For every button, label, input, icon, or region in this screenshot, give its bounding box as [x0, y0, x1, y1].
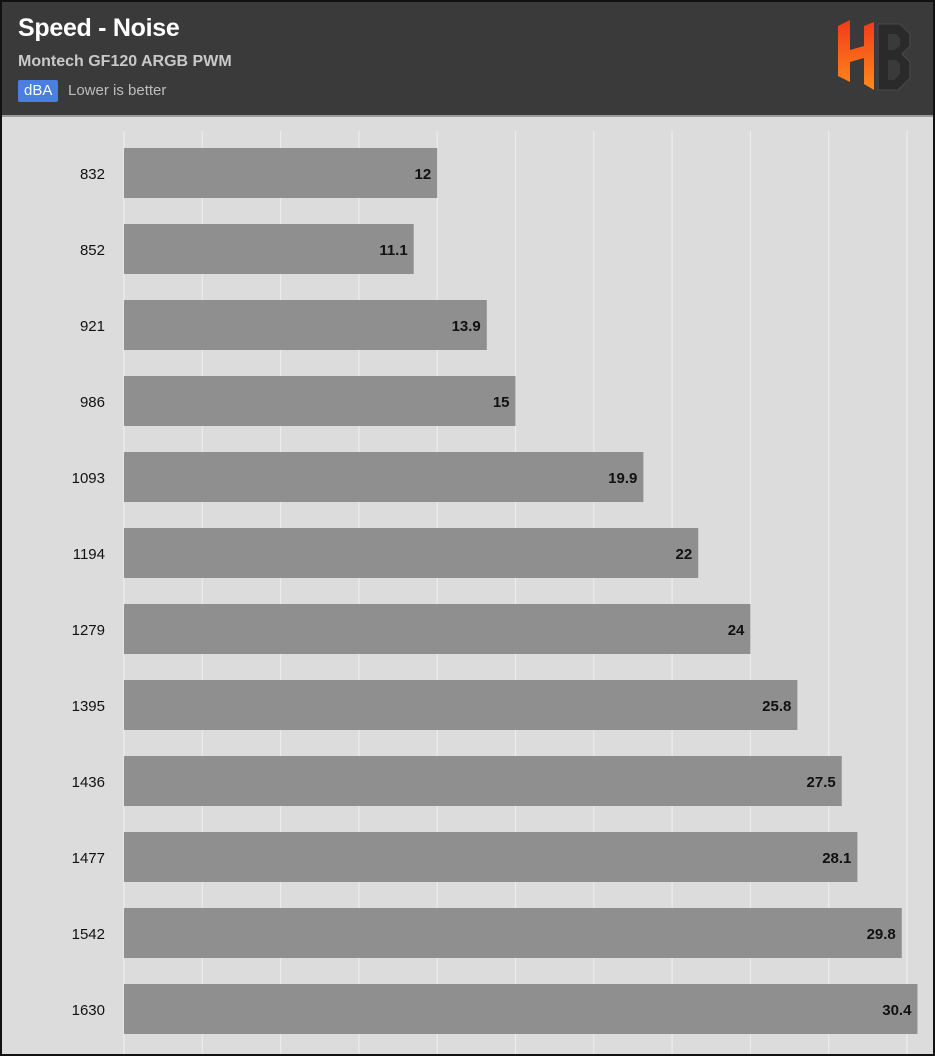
data-label: 19.9	[608, 470, 637, 487]
category-label: 1395	[72, 698, 105, 715]
data-label: 22	[676, 546, 693, 563]
category-label: 852	[80, 242, 105, 259]
category-label: 832	[80, 166, 105, 183]
data-label: 24	[728, 622, 745, 639]
bar	[124, 680, 798, 730]
data-label: 13.9	[452, 318, 481, 335]
bar	[124, 604, 751, 654]
bar	[124, 756, 842, 806]
data-label: 27.5	[807, 774, 836, 791]
category-label: 1194	[73, 546, 105, 563]
category-label: 1093	[72, 470, 105, 487]
bar	[124, 452, 644, 502]
data-label: 25.8	[762, 698, 791, 715]
bar	[124, 832, 858, 882]
bar	[124, 148, 438, 198]
lower-is-better-note: Lower is better	[68, 82, 167, 99]
category-label: 1630	[72, 1002, 105, 1019]
chart-subtitle: Montech GF120 ARGB PWM	[18, 53, 232, 70]
category-label: 1542	[72, 926, 105, 943]
data-label: 30.4	[882, 1002, 912, 1019]
data-label: 28.1	[822, 850, 851, 867]
unit-badge: dBA	[18, 80, 59, 102]
category-label: 921	[80, 318, 105, 335]
bar	[124, 376, 516, 426]
data-label: 29.8	[867, 926, 896, 943]
hb-logo-icon	[838, 20, 911, 91]
category-label: 1477	[72, 850, 105, 867]
chart-header: Speed - Noise Montech GF120 ARGB PWM dBA…	[2, 2, 933, 117]
bar	[124, 224, 414, 274]
category-label: 986	[80, 394, 105, 411]
data-label: 15	[493, 394, 510, 411]
category-label: 1279	[72, 622, 105, 639]
bar	[124, 528, 699, 578]
data-label: 12	[415, 166, 432, 183]
bar	[124, 984, 918, 1034]
bar	[124, 908, 902, 958]
bar-chart: 832 12 852 11.1 921 13.9 986 15 1093 19.9 1194 22 12…	[72, 131, 918, 1054]
data-label: 11.1	[379, 242, 407, 259]
bar	[124, 300, 487, 350]
category-label: 1436	[72, 774, 105, 791]
chart-title: Speed - Noise	[18, 14, 180, 42]
